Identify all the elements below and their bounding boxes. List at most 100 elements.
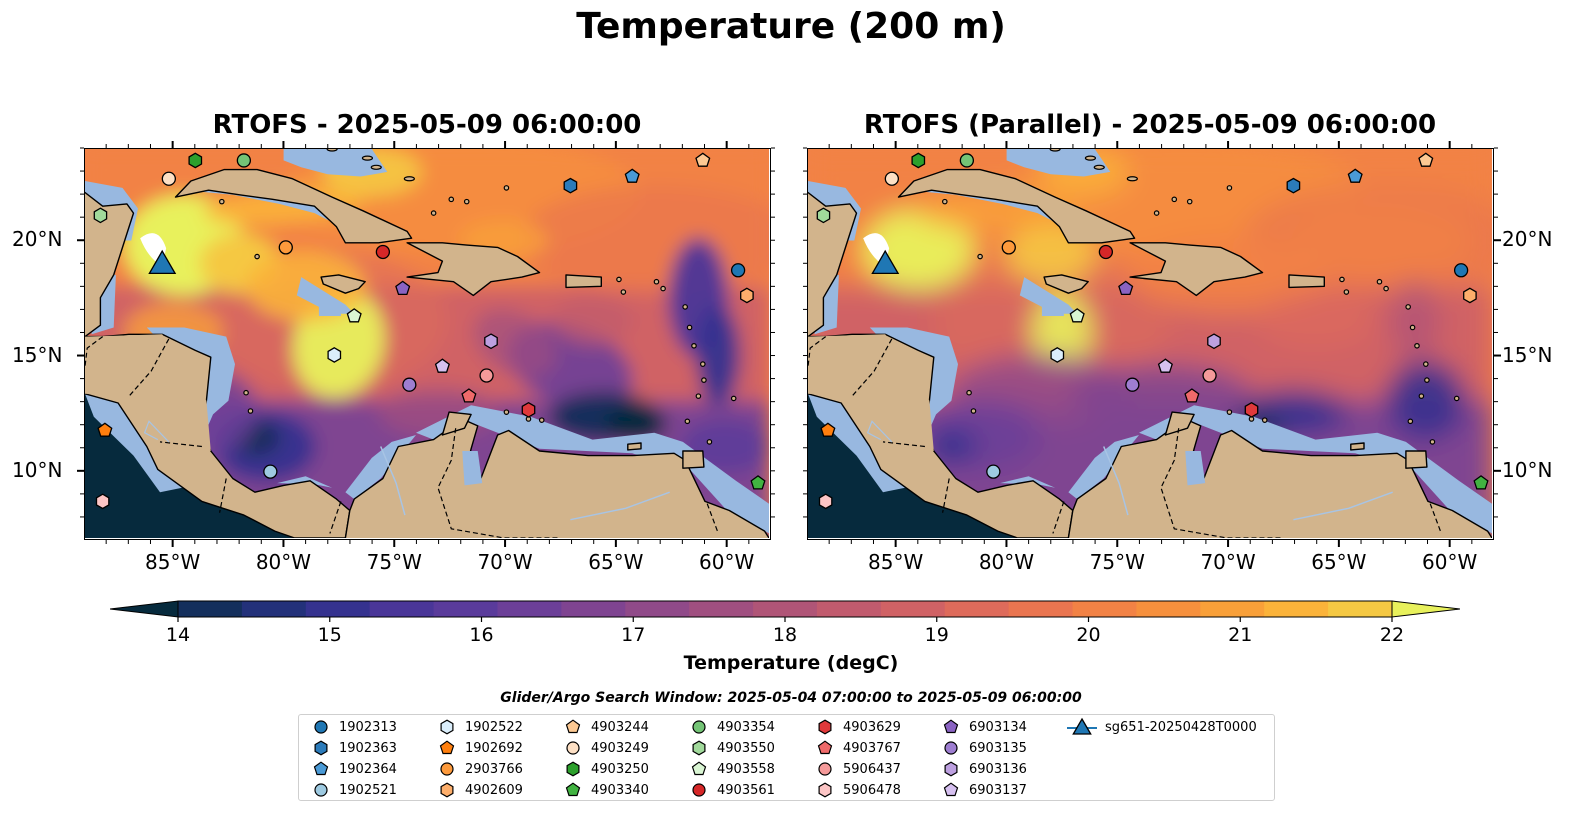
float-4903767[interactable] <box>1184 388 1200 403</box>
shelf-jamaicaBank <box>296 277 355 314</box>
glider-marker[interactable] <box>871 249 900 275</box>
small-island <box>1171 196 1178 203</box>
legend-item: 1902522 <box>437 717 523 737</box>
circle-marker-icon <box>566 741 580 755</box>
lon-tick-label: 65°W <box>588 550 644 574</box>
float-4902609[interactable] <box>740 287 754 304</box>
left-map-svg <box>85 149 770 539</box>
float-4903250[interactable] <box>911 152 926 169</box>
float-5906437[interactable] <box>479 368 494 383</box>
legend-label: 4903550 <box>717 740 775 756</box>
land-cuba <box>174 168 413 244</box>
float-1902521[interactable] <box>986 464 1001 479</box>
float-4903250[interactable] <box>188 152 203 169</box>
float-6903135[interactable] <box>1125 377 1140 392</box>
country-border <box>706 503 719 534</box>
small-island <box>503 185 510 191</box>
small-island <box>1383 285 1389 292</box>
float-4902609[interactable] <box>1463 287 1477 304</box>
float-4903629[interactable] <box>1244 401 1259 418</box>
float-1902313[interactable] <box>730 263 746 278</box>
pentagon-marker-icon <box>565 719 581 734</box>
float-1902363[interactable] <box>563 177 578 194</box>
pentagon-marker-icon <box>691 761 707 776</box>
float-6903137[interactable] <box>1157 358 1173 373</box>
float-6903134[interactable] <box>1118 280 1134 296</box>
float-1902363[interactable] <box>1286 177 1301 194</box>
small-island <box>691 342 697 349</box>
float-2903766[interactable] <box>278 240 293 255</box>
land-cuba <box>897 168 1136 244</box>
legend-label: 1902364 <box>339 761 397 777</box>
float-4903244[interactable] <box>695 152 711 167</box>
float-4903561[interactable] <box>1098 244 1114 260</box>
float-6903136[interactable] <box>1207 333 1221 350</box>
colorbar-segment <box>1136 601 1201 617</box>
colorbar-tick-label: 14 <box>165 624 191 646</box>
float-4903550[interactable] <box>816 207 831 224</box>
float-5906478[interactable] <box>95 493 110 510</box>
float-1902692[interactable] <box>820 422 836 437</box>
float-4903249[interactable] <box>161 171 176 186</box>
pentagon-marker-icon <box>313 761 329 776</box>
pentagon-marker-icon <box>943 719 959 734</box>
legend-label: 1902521 <box>339 782 397 798</box>
hexagon-marker-icon <box>566 761 580 777</box>
hexagon-marker-icon <box>692 740 706 756</box>
legend-item: 1902521 <box>311 780 397 800</box>
small-island <box>1405 304 1411 310</box>
legend-label: 5906478 <box>843 782 901 798</box>
float-4903550[interactable] <box>93 207 108 224</box>
lat-tick-label: 20°N <box>1502 227 1553 252</box>
float-4903354[interactable] <box>236 153 252 168</box>
float-4903629[interactable] <box>521 401 536 418</box>
shelf-pedro <box>1041 306 1064 316</box>
circle-marker-icon <box>818 762 832 776</box>
colorbar-extend-high <box>1391 600 1460 618</box>
float-5906437[interactable] <box>1202 368 1217 383</box>
float-4903340[interactable] <box>1473 475 1489 490</box>
colorbar-segment <box>1008 601 1074 617</box>
float-4903767[interactable] <box>461 388 477 403</box>
float-4903558[interactable] <box>346 308 362 323</box>
land-guajira <box>1164 411 1195 436</box>
small-island <box>620 289 627 295</box>
float-4903558[interactable] <box>1069 308 1085 323</box>
float-6903135[interactable] <box>402 377 417 392</box>
float-1902692[interactable] <box>97 422 113 437</box>
small-island <box>538 417 545 423</box>
float-4903354[interactable] <box>959 153 975 168</box>
land-margarita <box>1350 442 1365 451</box>
float-6903137[interactable] <box>434 358 450 373</box>
float-1902521[interactable] <box>263 464 278 479</box>
lon-tick-label: 75°W <box>1089 550 1145 574</box>
float-1902313[interactable] <box>1453 263 1469 278</box>
small-island <box>695 393 702 399</box>
hexagon-marker-icon <box>440 782 454 798</box>
float-4903340[interactable] <box>750 475 766 490</box>
left-map-panel[interactable] <box>84 148 771 540</box>
float-4903244[interactable] <box>1418 152 1434 167</box>
float-1902364[interactable] <box>1347 168 1363 183</box>
small-island <box>463 198 470 205</box>
float-6903136[interactable] <box>484 333 498 350</box>
small-island <box>247 408 254 414</box>
lon-tick-label: 85°W <box>868 550 924 574</box>
float-1902522[interactable] <box>1050 347 1065 363</box>
land-hispaniola <box>1129 242 1264 297</box>
float-2903766[interactable] <box>1001 240 1016 255</box>
lon-tick-label: 80°W <box>978 550 1035 574</box>
colorbar-segment <box>1072 601 1137 617</box>
float-4903561[interactable] <box>375 244 391 260</box>
glider-marker[interactable] <box>148 249 177 275</box>
lat-tick-label: 20°N <box>12 227 63 252</box>
float-4903249[interactable] <box>884 171 899 186</box>
small-island <box>1424 377 1430 383</box>
land-jamaica <box>320 274 366 294</box>
float-5906478[interactable] <box>818 493 833 510</box>
float-1902364[interactable] <box>624 168 640 183</box>
legend-label: 1902363 <box>339 740 397 756</box>
float-6903134[interactable] <box>395 280 411 296</box>
float-1902522[interactable] <box>327 347 342 363</box>
right-map-panel[interactable] <box>807 148 1494 540</box>
